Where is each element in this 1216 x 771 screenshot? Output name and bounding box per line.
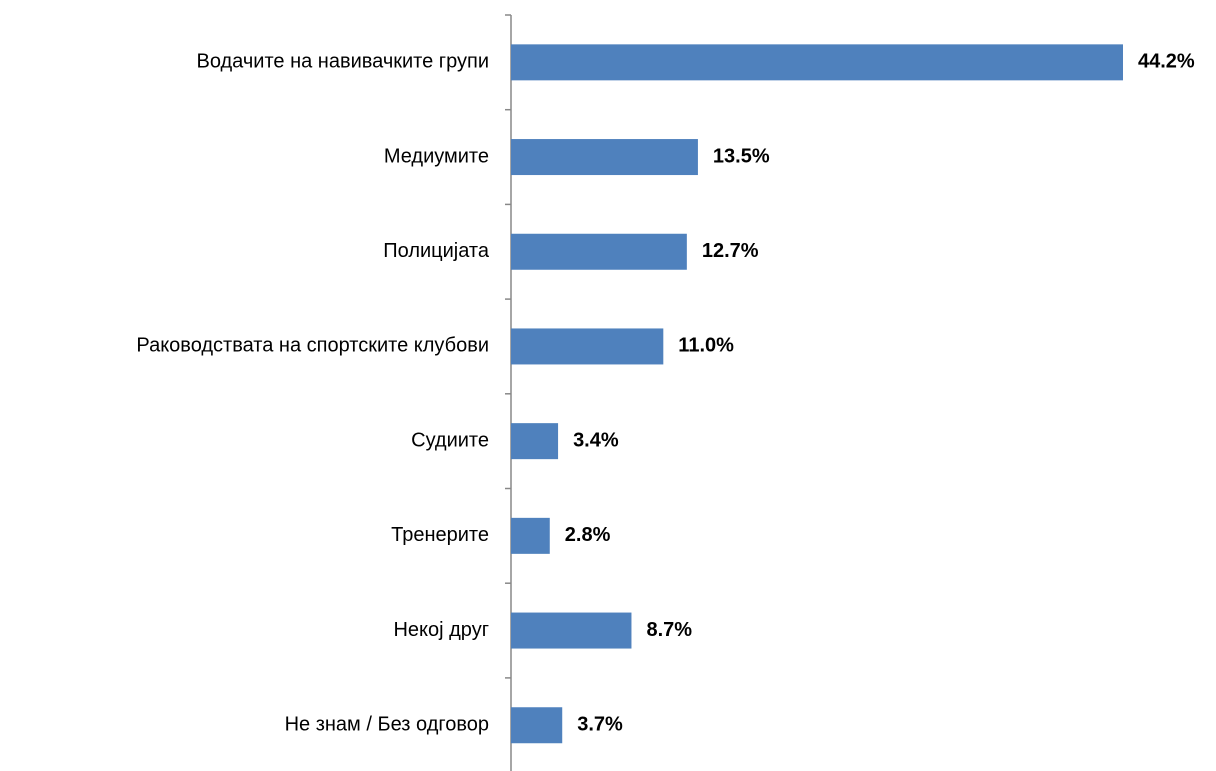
category-label: Некој друг [393, 619, 489, 641]
bar [511, 612, 632, 649]
bar [511, 328, 664, 365]
bar [511, 707, 563, 744]
bar [511, 233, 687, 270]
category-label: Полицијата [383, 240, 490, 262]
value-label: 13.5% [713, 145, 770, 167]
bar [511, 44, 1123, 81]
value-label: 2.8% [565, 524, 611, 546]
category-label: Не знам / Без одговор [285, 714, 489, 736]
category-label: Водачите на навивачките групи [196, 51, 489, 73]
bar [511, 423, 559, 460]
value-label: 12.7% [702, 240, 759, 262]
bar [511, 139, 698, 176]
value-label: 44.2% [1138, 51, 1195, 73]
bar [511, 517, 550, 554]
category-label: Тренерите [391, 524, 489, 546]
value-label: 3.4% [573, 429, 619, 451]
category-label: Медиумите [384, 145, 489, 167]
value-label: 3.7% [577, 714, 623, 736]
value-label: 8.7% [646, 619, 692, 641]
category-label: Судиите [411, 429, 489, 451]
value-label: 11.0% [678, 335, 734, 357]
category-label: Раководствата на спортските клубови [136, 335, 489, 357]
